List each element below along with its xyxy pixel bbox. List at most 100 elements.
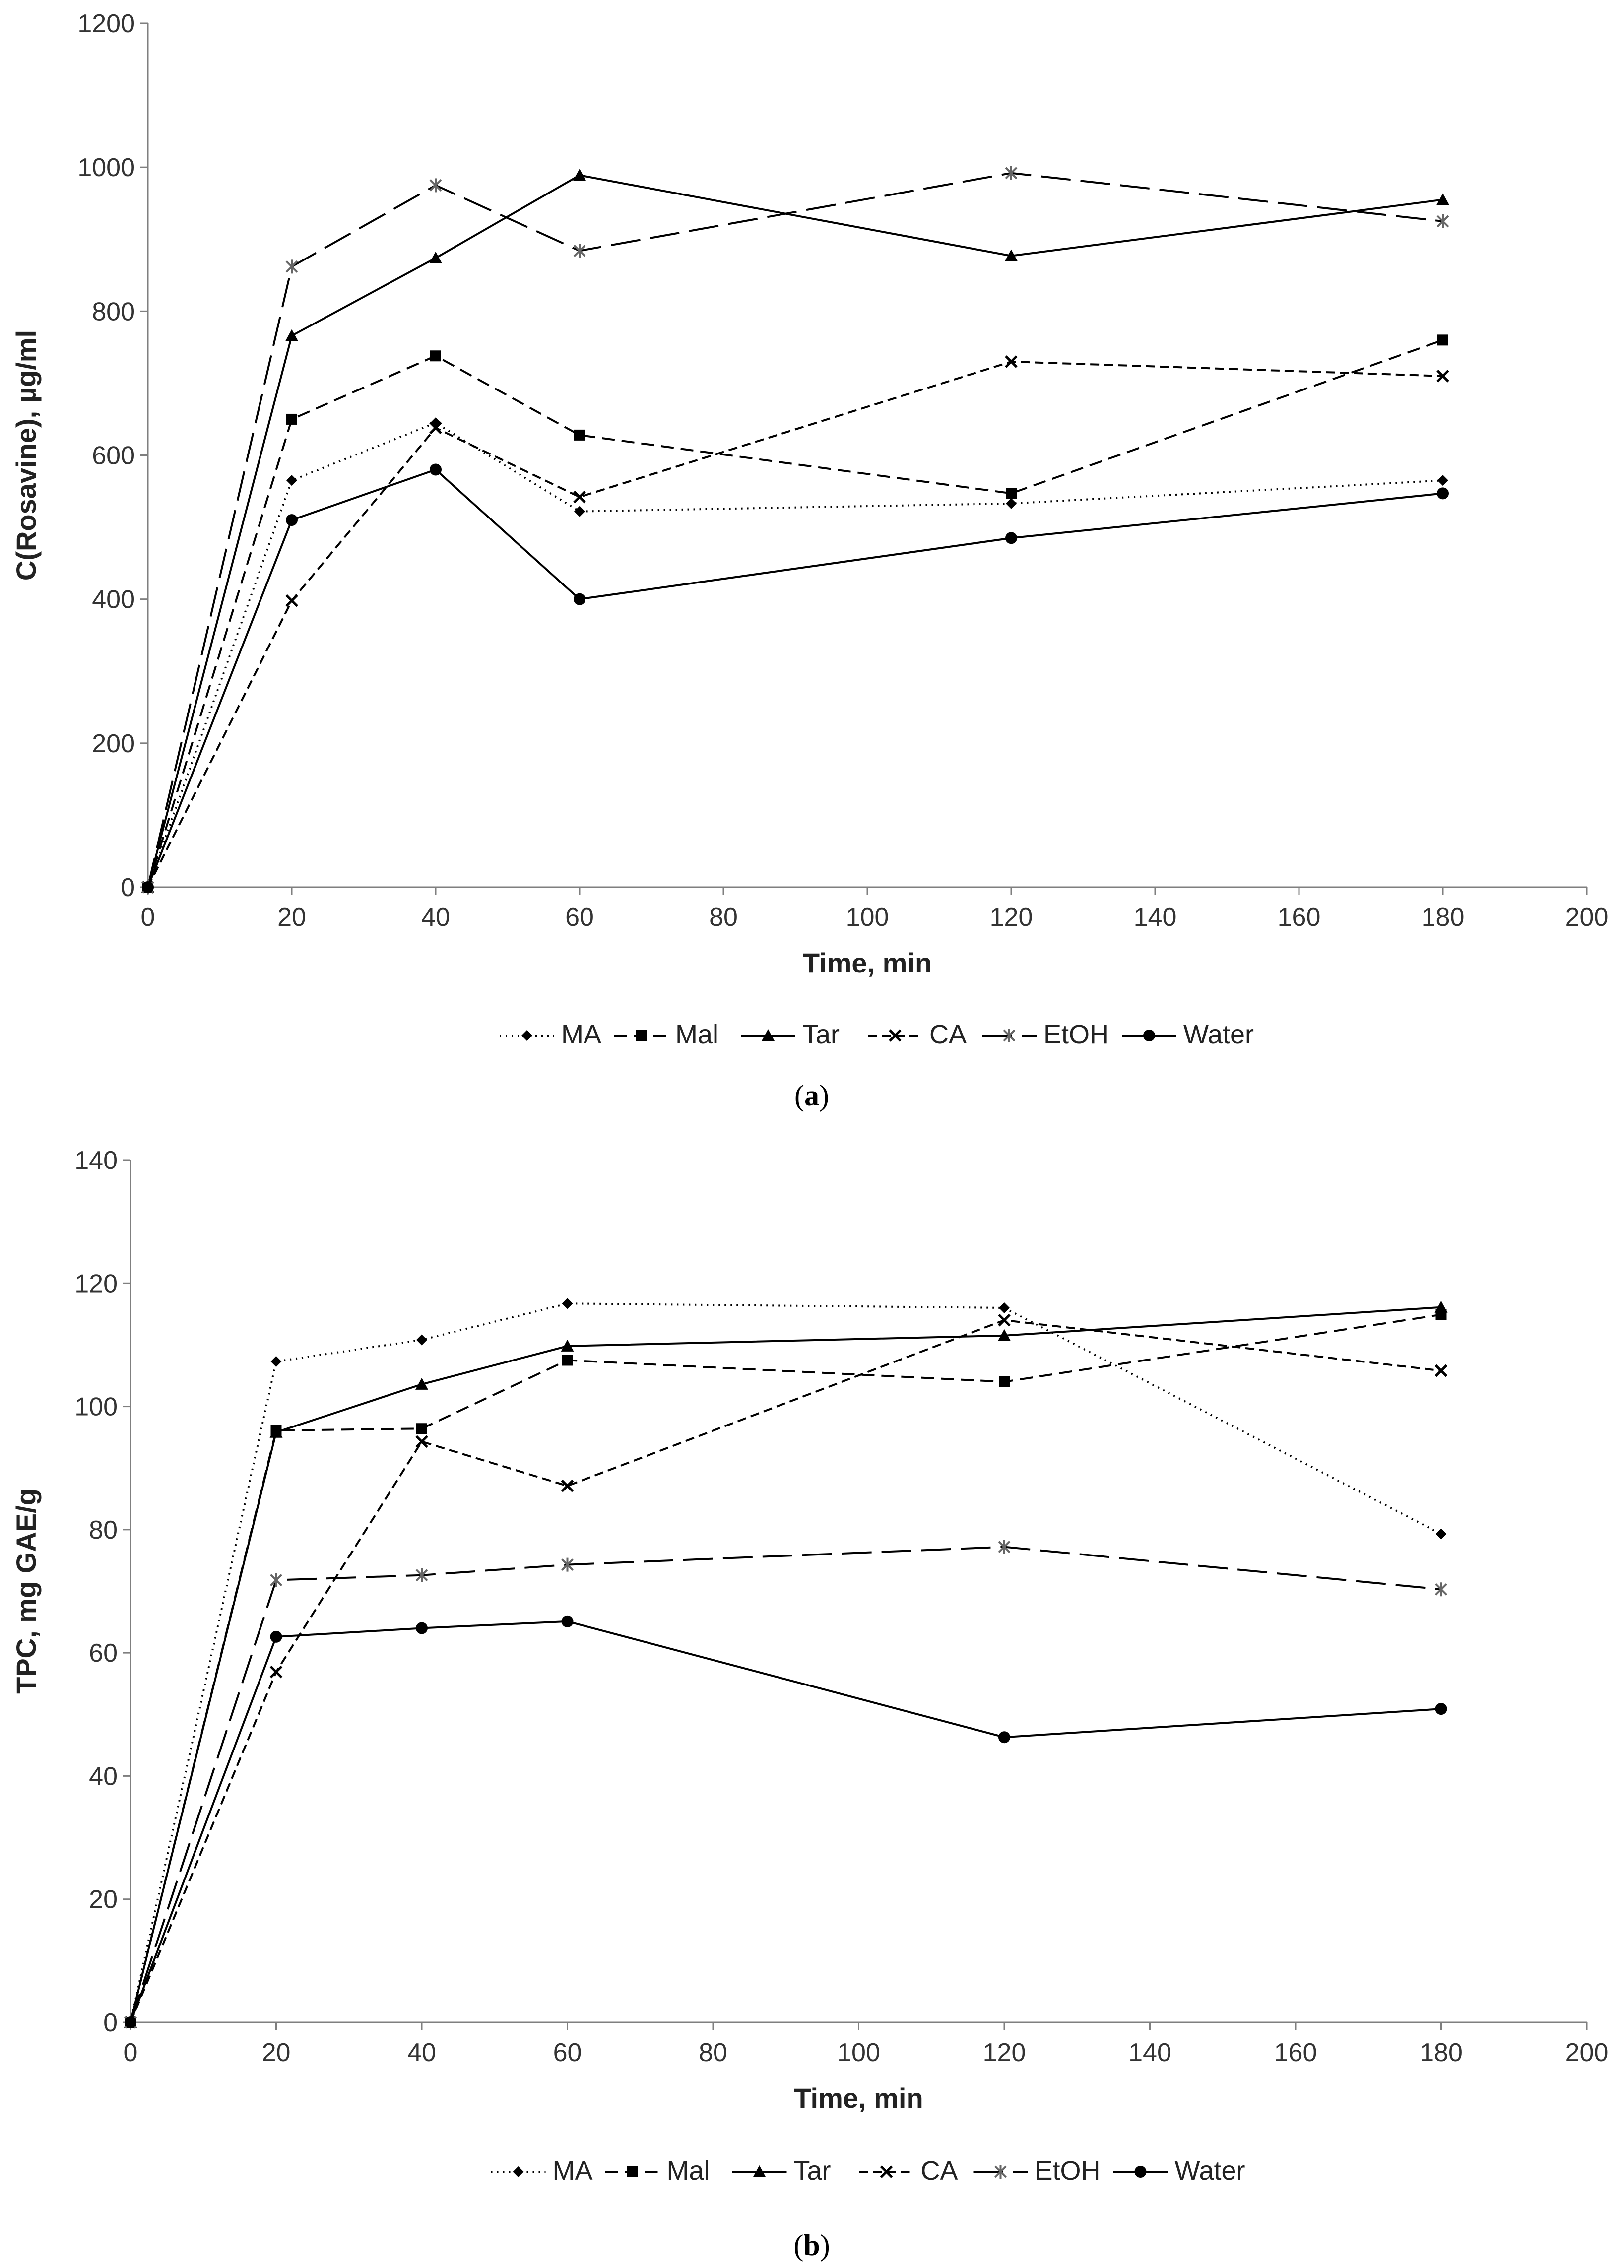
chart-a-point-mal bbox=[430, 350, 441, 362]
chart-a-legend-item-mal: Mal bbox=[614, 1020, 718, 1049]
chart-a-point-ca bbox=[285, 594, 298, 607]
chart-b-point-ca bbox=[998, 1314, 1011, 1327]
chart-a-point-ma bbox=[1437, 475, 1448, 486]
chart-b-legend-marker-tar bbox=[753, 2165, 766, 2177]
chart-a-point-mal bbox=[574, 429, 585, 441]
chart-b-line-ca bbox=[130, 1319, 1441, 2023]
chart-a-legend-marker-ma bbox=[521, 1030, 532, 1041]
chart-b-series-etoh bbox=[124, 1540, 1447, 2029]
chart-a-x-tick-label: 120 bbox=[990, 903, 1033, 932]
chart-b-y-tick-label: 0 bbox=[103, 2009, 118, 2037]
chart-a-y-tick-label: 1200 bbox=[77, 9, 135, 38]
chart-a-point-tar bbox=[573, 169, 586, 181]
chart-a-y-tick-label: 0 bbox=[121, 873, 135, 902]
chart-b-legend-label-etoh: EtOH bbox=[1035, 2156, 1101, 2186]
chart-b-legend-marker-etoh bbox=[994, 2165, 1007, 2179]
chart-a-line-ca bbox=[147, 360, 1443, 888]
chart-a-series-mal bbox=[142, 334, 1448, 893]
chart-a-point-tar bbox=[429, 251, 442, 263]
chart-b-series-tar bbox=[124, 1300, 1448, 2028]
chart-b-point-ca bbox=[415, 1435, 428, 1448]
chart-b-legend-label-water: Water bbox=[1175, 2156, 1245, 2186]
chart-b-y-axis-title: TPC, mg GAE/g bbox=[10, 1489, 42, 1694]
chart-a-line-ma bbox=[147, 421, 1443, 888]
chart-a-legend-label-etoh: EtOH bbox=[1043, 1020, 1109, 1049]
chart-rosavine: 0 200 400 600 800 1000 1200 0 20 40 60 80 100 120 140 1… bbox=[10, 9, 1608, 1049]
chart-b-point-water bbox=[561, 1615, 574, 1627]
chart-a-point-water bbox=[142, 881, 154, 893]
chart-a-point-etoh bbox=[1005, 166, 1018, 180]
chart-b-line-etoh bbox=[130, 1546, 1441, 2023]
chart-a-point-etoh bbox=[429, 178, 442, 193]
chart-a-legend-item-water: Water bbox=[1122, 1020, 1254, 1049]
chart-a-series-water bbox=[142, 463, 1449, 893]
chart-a-legend-label-ma: MA bbox=[561, 1020, 601, 1049]
chart-b-legend-label-ma: MA bbox=[553, 2156, 593, 2186]
chart-a-legend-label-mal: Mal bbox=[675, 1020, 718, 1049]
chart-b-x-tick-label: 20 bbox=[262, 2038, 291, 2067]
chart-b-point-water bbox=[998, 1731, 1010, 1744]
chart-a-series-ma bbox=[142, 417, 1448, 893]
chart-a-point-tar bbox=[285, 329, 298, 341]
chart-b-series-ca bbox=[124, 1314, 1448, 2029]
chart-b-y-tick-label: 140 bbox=[74, 1146, 118, 1175]
chart-b-line-tar bbox=[130, 1306, 1441, 2023]
chart-b-point-ma bbox=[999, 1302, 1010, 1313]
chart-b-point-ma bbox=[1435, 1528, 1447, 1540]
chart-a-y-tick-label: 400 bbox=[92, 585, 135, 614]
chart-a-y-tick-label: 600 bbox=[92, 442, 135, 470]
chart-a-legend-marker-etoh bbox=[1003, 1029, 1016, 1042]
chart-b-x-tick-label: 140 bbox=[1128, 2038, 1171, 2067]
caption-a-letter: a bbox=[804, 1079, 819, 1112]
chart-a-point-ma bbox=[1006, 498, 1017, 509]
chart-b-point-tar bbox=[1434, 1300, 1448, 1313]
chart-a-legend-marker-ca bbox=[889, 1029, 902, 1042]
chart-a-x-tick-label: 60 bbox=[565, 903, 594, 932]
chart-b-legend-marker-mal bbox=[627, 2166, 638, 2177]
chart-b-legend-marker-ca bbox=[880, 2165, 893, 2178]
caption-b: (b) bbox=[793, 2229, 830, 2262]
chart-b-point-mal bbox=[999, 1376, 1010, 1387]
chart-a-line-mal bbox=[147, 339, 1443, 888]
chart-a-line-water bbox=[147, 468, 1443, 888]
chart-a-x-tick-label: 180 bbox=[1422, 903, 1465, 932]
chart-b-y-tick-label: 20 bbox=[89, 1885, 118, 1914]
chart-b-x-tick-label: 120 bbox=[983, 2038, 1026, 2067]
chart-a-x-axis-title: Time, min bbox=[803, 947, 932, 978]
chart-a-series-ca bbox=[141, 355, 1449, 894]
chart-a-legend-item-tar: Tar bbox=[741, 1020, 840, 1049]
chart-a-legend-item-etoh: EtOH bbox=[982, 1020, 1109, 1049]
chart-a-legend-item-ma: MA bbox=[500, 1020, 601, 1049]
chart-b-legend-item-tar: Tar bbox=[732, 2156, 831, 2186]
chart-a-point-ca bbox=[573, 490, 586, 504]
chart-b-y-tick-label: 80 bbox=[89, 1516, 118, 1545]
chart-b-y-tick-label: 40 bbox=[89, 1762, 118, 1791]
chart-a-point-water bbox=[286, 514, 298, 526]
chart-b-legend-item-ma: MA bbox=[491, 2156, 593, 2186]
chart-b-x-tick-label: 40 bbox=[407, 2038, 436, 2067]
chart-b-point-tar bbox=[561, 1339, 574, 1352]
chart-a-x-tick-label: 160 bbox=[1278, 903, 1321, 932]
chart-a-point-mal bbox=[1437, 334, 1448, 346]
chart-b-point-water bbox=[1435, 1703, 1447, 1715]
chart-a-legend-marker-water bbox=[1143, 1030, 1155, 1041]
chart-a-legend-label-ca: CA bbox=[929, 1020, 967, 1049]
chart-a-point-water bbox=[574, 593, 585, 605]
chart-b-point-ma bbox=[416, 1334, 427, 1346]
chart-a-legend-label-water: Water bbox=[1183, 1020, 1254, 1049]
chart-b-point-etoh bbox=[415, 1568, 428, 1582]
chart-b-legend-item-mal: Mal bbox=[605, 2156, 710, 2186]
chart-b-legend-label-ca: CA bbox=[921, 2156, 958, 2186]
chart-b-point-etoh bbox=[998, 1540, 1011, 1554]
chart-a-x-tick-label: 140 bbox=[1134, 903, 1177, 932]
chart-a-legend: MA Mal Tar CA EtOH Water bbox=[500, 1020, 1254, 1049]
caption-a: (a) bbox=[794, 1079, 829, 1112]
chart-b-series-water bbox=[125, 1615, 1447, 2028]
chart-a-point-mal bbox=[286, 413, 297, 425]
chart-a-y-axis-title: C(Rosavine), µg/ml bbox=[10, 330, 42, 581]
chart-a-point-etoh bbox=[1436, 214, 1449, 228]
chart-a-point-ca bbox=[1005, 355, 1018, 368]
chart-b-x-tick-label: 100 bbox=[837, 2038, 880, 2067]
chart-a-point-water bbox=[1437, 487, 1449, 500]
